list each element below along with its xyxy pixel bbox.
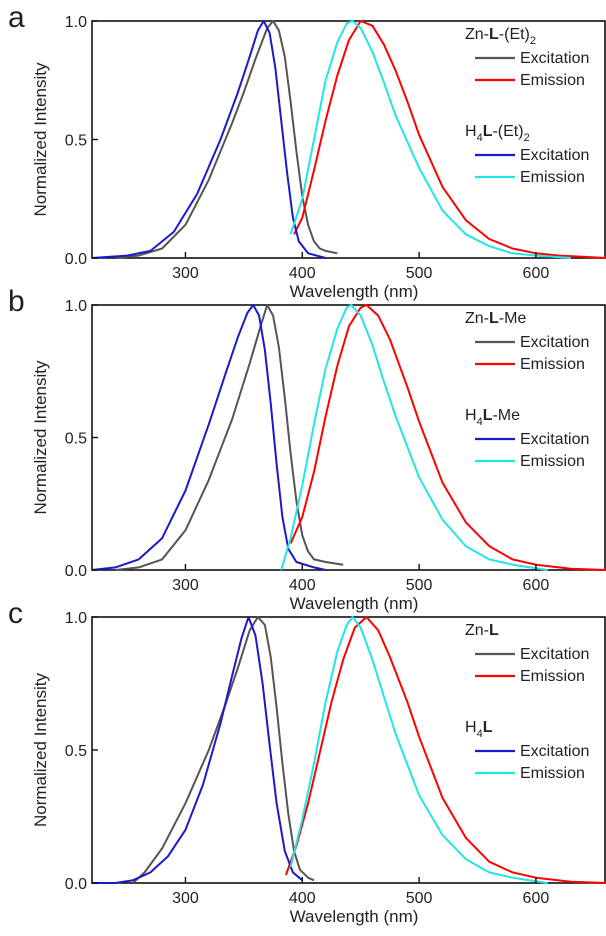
- y-tick-label: 0.0: [65, 563, 87, 580]
- legend-header-part: -Me: [492, 407, 520, 424]
- legend-header-part: H: [465, 123, 477, 140]
- legend-label: Emission: [520, 668, 585, 685]
- legend-label: Excitation: [520, 743, 589, 760]
- legend-header-part: Zn-: [465, 26, 489, 43]
- chart-panel-c: 300 400 500 600 0.0 0.5 1.0 Wavelength (nm) Norm…: [8, 597, 606, 926]
- subscript-text: 4: [477, 728, 483, 740]
- series-line-1: [115, 304, 344, 571]
- x-tick-label: 300: [172, 890, 199, 907]
- bold-ligand-text: L: [489, 622, 499, 639]
- chart-panel-a: 300 400 500 600 0.0 0.5 1.0 Wavelength (nm) Norm…: [8, 1, 606, 301]
- subscript-text: 4: [477, 132, 483, 144]
- legend-group-header: Zn-L: [465, 622, 499, 639]
- legend: Zn-LExcitationEmissionH4LExcitationEmiss…: [465, 622, 589, 782]
- legend: Zn-L-(Et)2ExcitationEmissionH4L-(Et)2Exc…: [465, 26, 589, 186]
- series-line-2: [289, 304, 606, 571]
- subscript-text: 4: [477, 416, 483, 428]
- x-axis-title: Wavelength (nm): [290, 907, 419, 926]
- series-line-4: [289, 20, 572, 259]
- x-tick-label: 300: [172, 577, 199, 594]
- series-line-2: [293, 20, 606, 259]
- y-tick-label: 0.0: [65, 876, 87, 893]
- legend-label: Emission: [520, 765, 585, 782]
- y-tick-label: 1.0: [65, 610, 87, 627]
- panel-letter: a: [8, 1, 25, 34]
- bold-ligand-text: L: [489, 310, 499, 327]
- bold-ligand-text: L: [483, 123, 493, 140]
- y-tick-label: 0.5: [65, 743, 87, 760]
- x-tick-label: 400: [289, 265, 316, 282]
- legend-label: Excitation: [520, 147, 589, 164]
- chart-panel-b: 300 400 500 600 0.0 0.5 1.0 Wavelength (nm) Norm…: [8, 285, 606, 613]
- x-tick-label: 400: [289, 890, 316, 907]
- panel-letter: b: [8, 285, 25, 318]
- legend: Zn-L-MeExcitationEmissionH4L-MeExcitatio…: [465, 310, 589, 470]
- series-line-3: [92, 616, 303, 884]
- legend-group-header: H4L-Me: [465, 407, 520, 428]
- legend-label: Excitation: [520, 50, 589, 67]
- y-axis-title: Normalized Intensity: [31, 673, 50, 828]
- subscript-text: 2: [530, 35, 536, 47]
- x-tick-label: 400: [289, 577, 316, 594]
- y-tick-label: 1.0: [65, 14, 87, 31]
- bold-ligand-text: L: [483, 407, 493, 424]
- legend-group-header: H4L: [465, 719, 493, 740]
- x-tick-label: 600: [523, 890, 550, 907]
- legend-header-part: H: [465, 719, 477, 736]
- y-tick-label: 0.5: [65, 431, 87, 448]
- legend-header-part: -Me: [499, 310, 527, 327]
- x-axis-title: Wavelength (nm): [290, 594, 419, 613]
- series-line-1: [132, 616, 315, 884]
- panel-letter: c: [8, 597, 23, 630]
- series-line-1: [115, 20, 338, 259]
- legend-label: Emission: [520, 169, 585, 186]
- y-tick-label: 0.5: [65, 133, 87, 150]
- legend-label: Excitation: [520, 646, 589, 663]
- legend-group-header: H4L-(Et)2: [465, 123, 530, 144]
- legend-group-header: Zn-L-Me: [465, 310, 526, 327]
- x-tick-label: 500: [406, 890, 433, 907]
- x-tick-label: 500: [406, 265, 433, 282]
- series-line-4: [289, 616, 548, 884]
- x-tick-label: 300: [172, 265, 199, 282]
- legend-label: Emission: [520, 453, 585, 470]
- series-line-4: [280, 304, 548, 571]
- y-axis-title: Normalized Intensity: [31, 360, 50, 515]
- x-tick-label: 600: [523, 265, 550, 282]
- legend-group-header: Zn-L-(Et)2: [465, 26, 536, 47]
- legend-label: Emission: [520, 356, 585, 373]
- y-tick-label: 1.0: [65, 298, 87, 315]
- x-tick-label: 500: [406, 577, 433, 594]
- subscript-text: 2: [524, 132, 530, 144]
- bold-ligand-text: L: [483, 719, 493, 736]
- x-tick-label: 600: [523, 577, 550, 594]
- x-axis-title: Wavelength (nm): [290, 282, 419, 301]
- series-line-2: [284, 616, 606, 884]
- legend-label: Emission: [520, 72, 585, 89]
- legend-header-part: H: [465, 407, 477, 424]
- series-line-3: [91, 20, 326, 259]
- legend-header-part: -(Et): [499, 26, 530, 43]
- y-axis-title: Normalized Intensity: [31, 62, 50, 217]
- legend-label: Excitation: [520, 334, 589, 351]
- legend-label: Excitation: [520, 431, 589, 448]
- legend-header-part: -(Et): [492, 123, 523, 140]
- series-line-3: [91, 304, 326, 571]
- legend-header-part: Zn-: [465, 622, 489, 639]
- legend-header-part: Zn-: [465, 310, 489, 327]
- y-tick-label: 0.0: [65, 251, 87, 268]
- bold-ligand-text: L: [489, 26, 499, 43]
